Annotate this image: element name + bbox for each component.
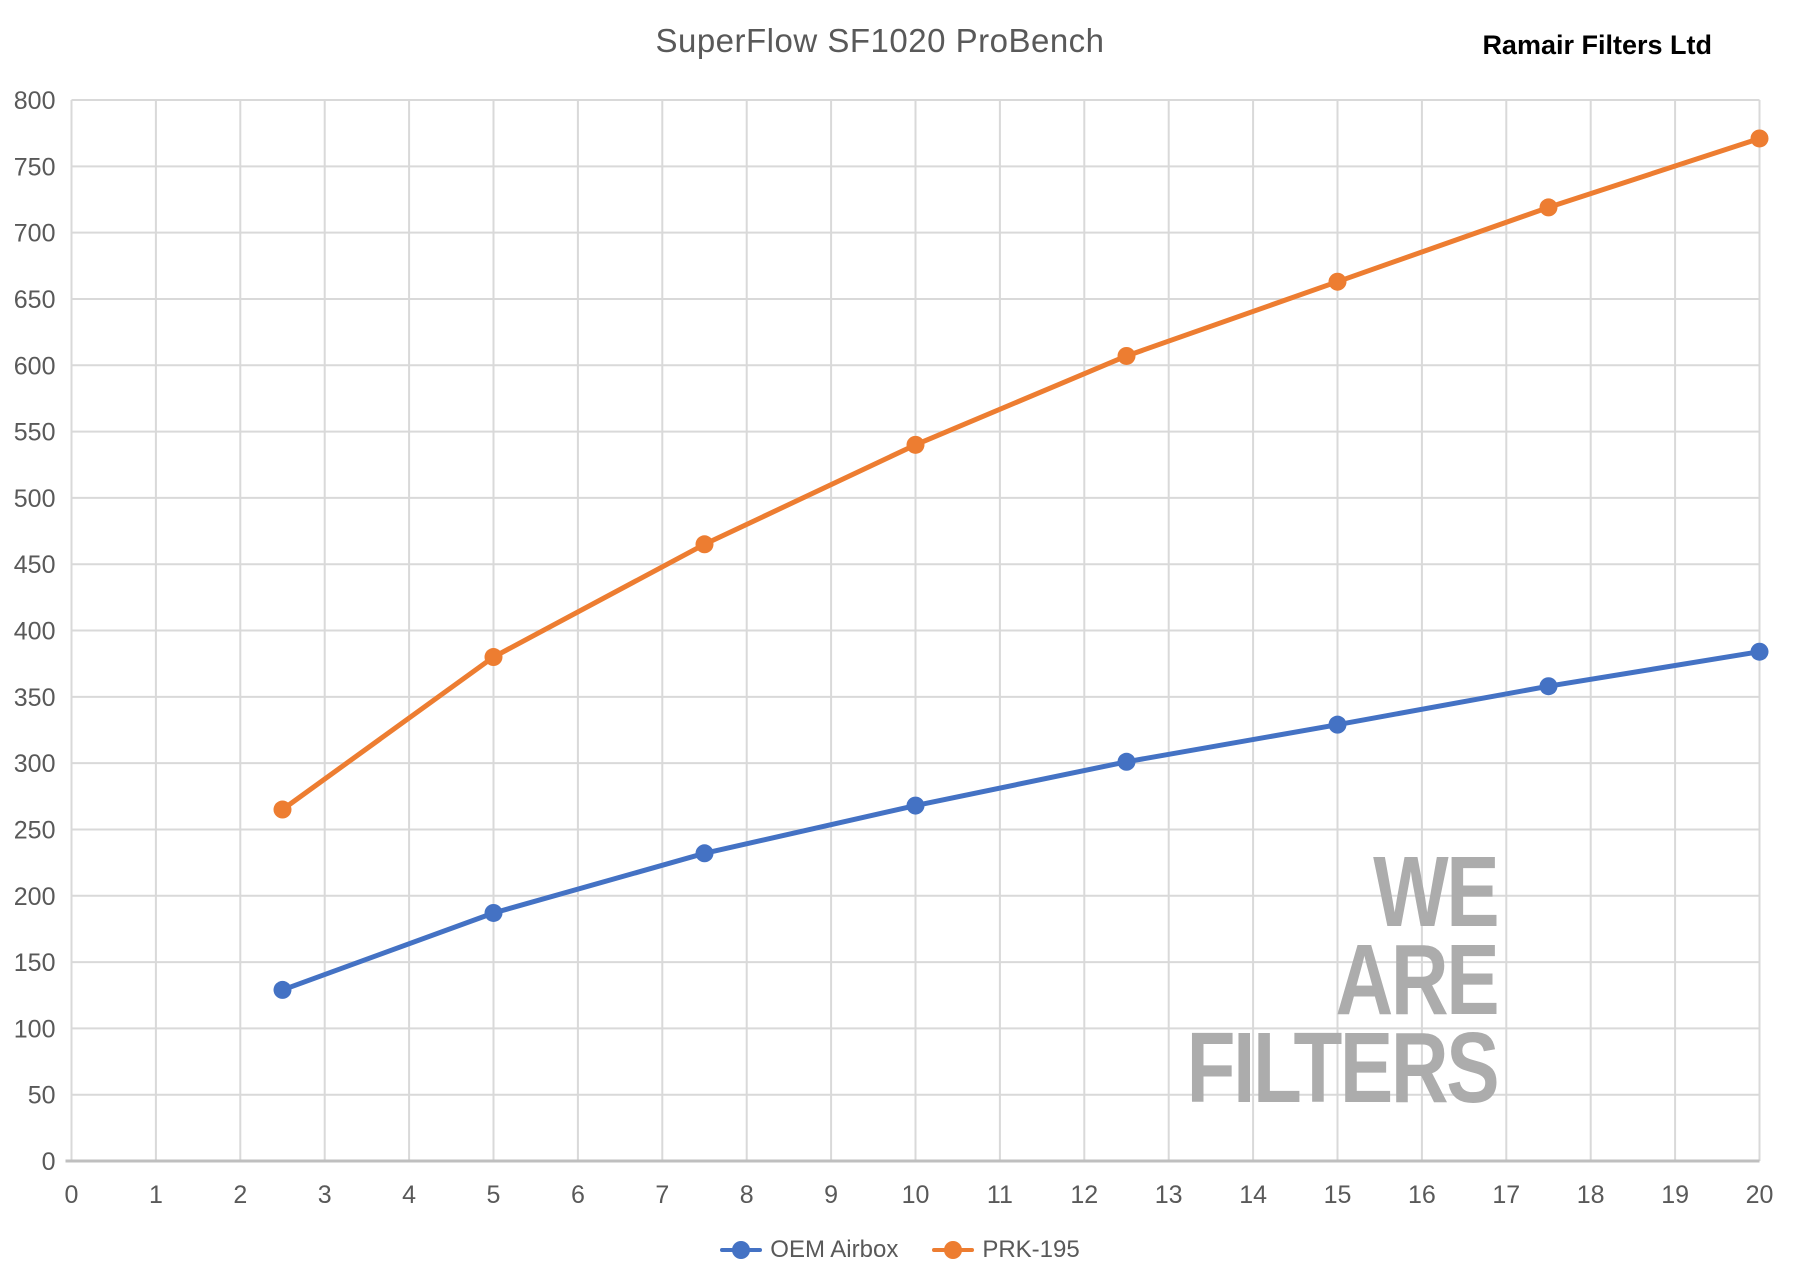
legend-item-prk-195: PRK-195 — [932, 1236, 1080, 1264]
series-line-prk-195 — [280, 135, 1762, 813]
legend-label: OEM Airbox — [770, 1236, 899, 1263]
watermark-line: FILTERS — [1186, 1012, 1499, 1124]
x-axis-tick-label: 0 — [65, 1181, 79, 1209]
legend-marker-icon — [932, 1240, 975, 1260]
y-axis-tick-label: 750 — [14, 153, 56, 181]
x-axis-tick-label: 8 — [740, 1181, 754, 1209]
y-axis-tick-label: 200 — [14, 883, 56, 911]
x-axis-tick-label: 5 — [487, 1181, 501, 1209]
data-point-prk-195 — [484, 648, 503, 667]
data-point-oem-airbox — [484, 903, 503, 922]
y-axis-tick-label: 300 — [14, 750, 56, 778]
data-point-oem-airbox — [695, 844, 714, 863]
y-axis-tick-label: 250 — [14, 816, 56, 844]
y-axis-tick-label: 550 — [14, 419, 56, 447]
x-axis-tick-label: 13 — [1155, 1181, 1183, 1209]
x-axis-tick-label: 7 — [655, 1181, 669, 1209]
watermark-line: ARE — [1335, 924, 1499, 1036]
y-axis-tick-label: 600 — [14, 352, 56, 380]
x-axis-tick-label: 11 — [987, 1181, 1013, 1209]
y-axis-tick-label: 0 — [42, 1148, 56, 1176]
company-name: Ramair Filters Ltd — [1482, 30, 1712, 60]
y-axis-tick-label: 150 — [14, 949, 56, 977]
y-axis-tick-label: 700 — [14, 220, 56, 248]
series-line-oem-airbox — [280, 649, 1762, 993]
data-point-prk-195 — [906, 435, 925, 454]
data-point-oem-airbox — [1750, 642, 1769, 661]
x-axis-tick-label: 18 — [1577, 1181, 1605, 1209]
legend-marker-icon — [720, 1240, 763, 1260]
x-axis-tick-label: 17 — [1492, 1181, 1520, 1209]
legend-item-oem-airbox: OEM Airbox — [720, 1236, 898, 1264]
x-axis-tick-label: 20 — [1746, 1181, 1774, 1209]
y-axis-tick-label: 400 — [14, 618, 56, 646]
chart-legend: OEM Airbox PRK-195 — [0, 1236, 1800, 1264]
x-axis-tick-label: 1 — [149, 1181, 163, 1209]
x-axis-tick-label: 4 — [402, 1181, 416, 1209]
data-point-prk-195 — [1328, 272, 1347, 291]
data-point-prk-195 — [1539, 198, 1558, 217]
y-axis-tick-label: 350 — [14, 684, 56, 712]
data-point-prk-195 — [1750, 129, 1769, 148]
y-axis-tick-label: 450 — [14, 551, 56, 579]
x-axis-tick-label: 10 — [902, 1181, 930, 1209]
y-axis-tick-label: 500 — [14, 485, 56, 513]
y-axis-tick-label: 50 — [28, 1082, 56, 1110]
we-are-filters-watermark: WE ARE FILTERS — [1109, 836, 1499, 1124]
data-point-oem-airbox — [1328, 715, 1347, 734]
x-axis-tick-label: 6 — [571, 1181, 585, 1209]
x-axis-tick-label: 12 — [1070, 1181, 1098, 1209]
legend-label: PRK-195 — [982, 1236, 1080, 1263]
x-axis-tick-label: 14 — [1239, 1181, 1267, 1209]
x-axis-tick-label: 2 — [233, 1181, 247, 1209]
data-point-prk-195 — [273, 800, 292, 819]
x-axis-tick-label: 15 — [1324, 1181, 1352, 1209]
chart-title: SuperFlow SF1020 ProBench — [655, 22, 1105, 59]
y-axis-tick-label: 100 — [14, 1015, 56, 1043]
y-axis-tick-label: 800 — [14, 87, 56, 115]
legend-marker-dot — [944, 1241, 963, 1259]
data-point-oem-airbox — [1539, 677, 1558, 696]
y-axis-tick-label: 650 — [14, 286, 56, 314]
legend-marker-dot — [732, 1241, 751, 1259]
data-point-oem-airbox — [1117, 752, 1136, 771]
data-point-oem-airbox — [273, 980, 292, 999]
data-point-prk-195 — [695, 535, 714, 554]
x-axis-tick-label: 19 — [1661, 1181, 1689, 1209]
x-axis-tick-label: 16 — [1408, 1181, 1436, 1209]
data-point-oem-airbox — [906, 796, 925, 815]
data-point-prk-195 — [1117, 346, 1136, 365]
x-axis-tick-label: 3 — [318, 1181, 332, 1209]
x-axis-tick-label: 9 — [824, 1181, 838, 1209]
watermark-line: WE — [1372, 836, 1499, 948]
